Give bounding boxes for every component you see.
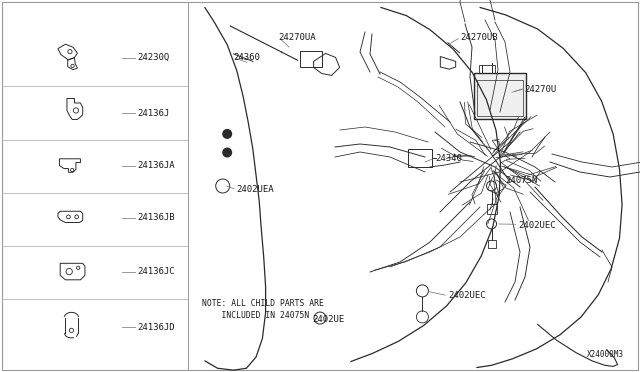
Text: 24136JC: 24136JC [138,267,175,276]
Text: 24136JD: 24136JD [138,323,175,332]
Text: 2402UEA: 2402UEA [237,185,275,194]
Text: 24270U: 24270U [525,85,557,94]
Text: 24136J: 24136J [138,109,170,118]
FancyBboxPatch shape [474,73,525,119]
Text: 24230Q: 24230Q [138,53,170,62]
Circle shape [222,129,232,139]
Text: X24000M3: X24000M3 [587,350,624,359]
Text: 24136JA: 24136JA [138,161,175,170]
Text: 24136JB: 24136JB [138,213,175,222]
Text: 24075N: 24075N [506,176,538,185]
Circle shape [222,148,232,157]
Text: 2402UEC: 2402UEC [518,221,556,230]
Text: 24270UB: 24270UB [461,33,499,42]
Text: 24360: 24360 [234,53,260,62]
Text: 24270UA: 24270UA [278,33,316,42]
Text: 2402UE: 2402UE [312,315,344,324]
Text: 24340: 24340 [435,154,462,163]
Text: 2402UEC: 2402UEC [448,291,486,300]
Text: NOTE: ALL CHILD PARTS ARE
    INCLUDED IN 24075N: NOTE: ALL CHILD PARTS ARE INCLUDED IN 24… [202,299,323,320]
